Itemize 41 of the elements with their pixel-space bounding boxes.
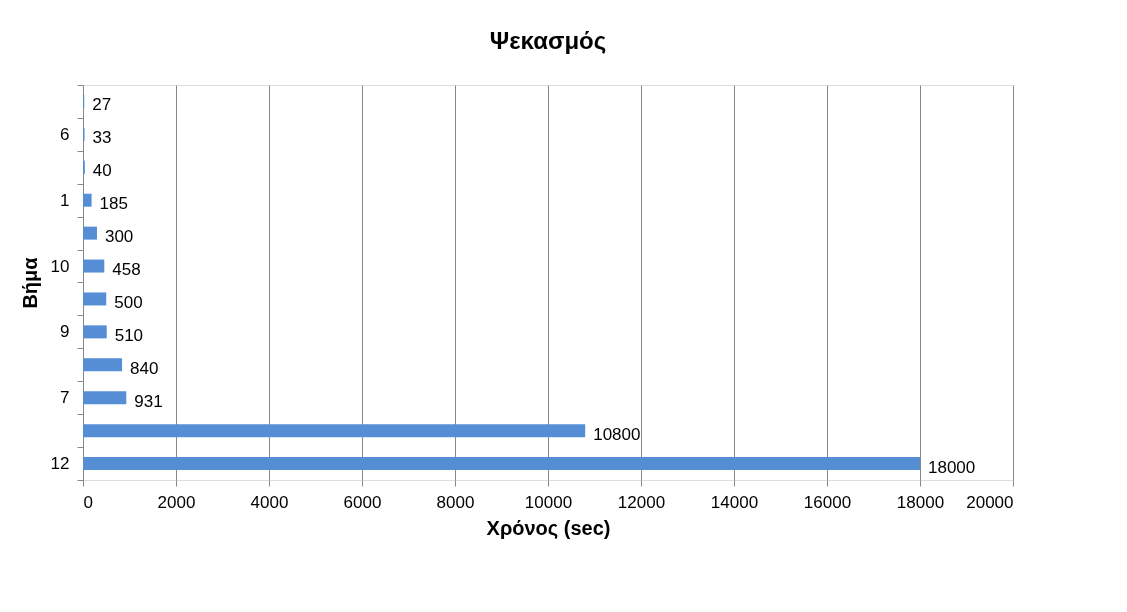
data-label: 10800 [593,424,641,444]
y-tick-label: 6 [60,124,70,144]
data-label: 18000 [928,457,976,477]
bar [83,226,97,240]
x-tick-label: 8000 [436,492,475,512]
data-label: 458 [112,260,141,280]
data-label: 510 [114,325,144,345]
y-axis-title: Βήμα [18,256,41,309]
bar [83,424,586,438]
data-label: 40 [92,161,112,181]
x-tick-label: 12000 [617,492,666,512]
data-label: 300 [104,227,134,247]
chart-title: Ψεκασμός [489,27,607,54]
x-tick-label: 10000 [524,492,573,512]
data-label: 185 [99,194,128,214]
x-tick-label: 18000 [896,492,945,512]
data-label: 33 [92,128,112,148]
y-tick-label: 9 [60,322,70,342]
y-tick-label: 1 [60,190,70,210]
x-tick-label: 2000 [157,492,196,512]
y-tick-label: 10 [50,256,70,276]
bar [83,193,92,207]
data-label: 840 [130,358,159,378]
x-tick-label: 4000 [250,492,289,512]
bar [83,391,127,405]
data-label: 931 [134,391,163,411]
y-tick-label: 12 [50,454,70,474]
data-label: 27 [92,95,112,115]
x-tick-label: 16000 [803,492,852,512]
x-axis-title: Χρόνος (sec) [486,516,611,539]
data-label: 500 [114,292,143,312]
x-tick-label: 14000 [710,492,759,512]
x-tick-label: 6000 [343,492,382,512]
bar [83,292,107,306]
bar [83,259,105,273]
y-tick-label: 7 [60,388,70,408]
bar [83,457,920,471]
x-tick-label: 20000 [966,492,1014,512]
bar [83,325,107,339]
bar [83,358,123,372]
x-tick-label: 0 [83,492,93,512]
